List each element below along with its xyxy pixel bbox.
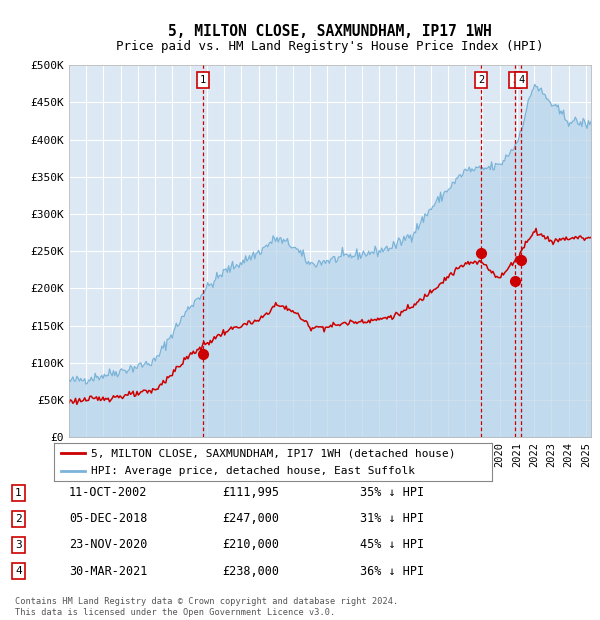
Text: £111,995: £111,995 xyxy=(222,487,279,499)
Text: 31% ↓ HPI: 31% ↓ HPI xyxy=(360,513,424,525)
Text: 2: 2 xyxy=(478,75,484,85)
Text: £210,000: £210,000 xyxy=(222,539,279,551)
Text: 5, MILTON CLOSE, SAXMUNDHAM, IP17 1WH (detached house): 5, MILTON CLOSE, SAXMUNDHAM, IP17 1WH (d… xyxy=(91,448,456,458)
Text: 1: 1 xyxy=(15,488,22,498)
Text: 1: 1 xyxy=(200,75,206,85)
Text: 36% ↓ HPI: 36% ↓ HPI xyxy=(360,565,424,577)
Text: £247,000: £247,000 xyxy=(222,513,279,525)
Text: 3: 3 xyxy=(15,540,22,550)
Text: 4: 4 xyxy=(518,75,524,85)
Text: 23-NOV-2020: 23-NOV-2020 xyxy=(69,539,148,551)
Text: Contains HM Land Registry data © Crown copyright and database right 2024.
This d: Contains HM Land Registry data © Crown c… xyxy=(15,598,398,617)
Text: 05-DEC-2018: 05-DEC-2018 xyxy=(69,513,148,525)
Text: 35% ↓ HPI: 35% ↓ HPI xyxy=(360,487,424,499)
Text: Price paid vs. HM Land Registry's House Price Index (HPI): Price paid vs. HM Land Registry's House … xyxy=(116,40,544,53)
Text: 4: 4 xyxy=(15,566,22,576)
Text: 3: 3 xyxy=(512,75,518,85)
Text: 11-OCT-2002: 11-OCT-2002 xyxy=(69,487,148,499)
Text: 45% ↓ HPI: 45% ↓ HPI xyxy=(360,539,424,551)
Text: 5, MILTON CLOSE, SAXMUNDHAM, IP17 1WH: 5, MILTON CLOSE, SAXMUNDHAM, IP17 1WH xyxy=(168,24,492,38)
Text: HPI: Average price, detached house, East Suffolk: HPI: Average price, detached house, East… xyxy=(91,466,415,476)
Text: 2: 2 xyxy=(15,514,22,524)
Text: 30-MAR-2021: 30-MAR-2021 xyxy=(69,565,148,577)
Text: £238,000: £238,000 xyxy=(222,565,279,577)
